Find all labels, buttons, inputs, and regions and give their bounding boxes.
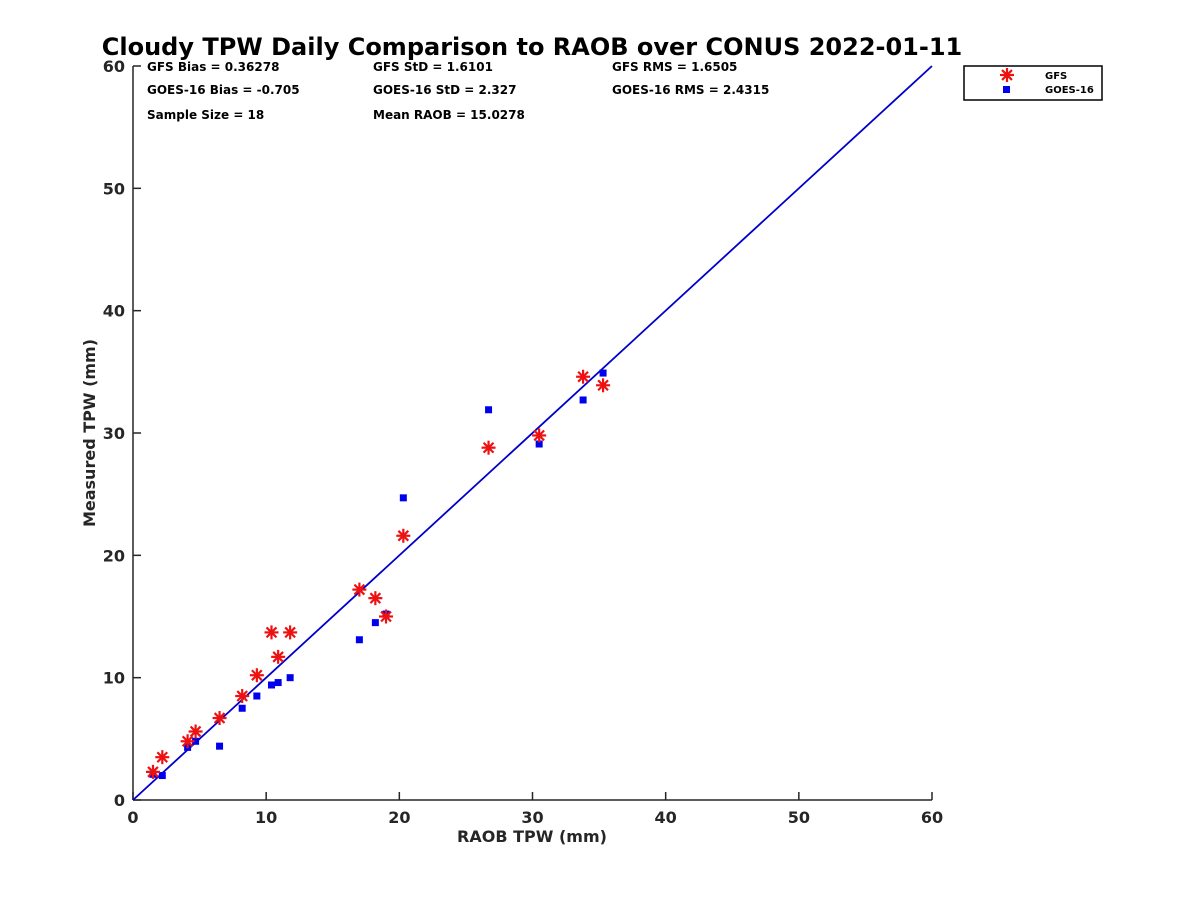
legend-gfs-label: GFS [1045, 71, 1067, 82]
goes-16-point [485, 406, 493, 414]
x-tick-label: 40 [655, 808, 677, 827]
asterisk-stroke [213, 712, 226, 724]
asterisk-stroke [272, 651, 284, 663]
asterisk-stroke [156, 751, 169, 763]
gfs-point [264, 625, 279, 640]
x-tick-label: 60 [921, 808, 943, 827]
series-gfs [145, 369, 611, 779]
goes-16-point [267, 681, 275, 689]
asterisk-stroke [284, 626, 296, 639]
gfs-point [180, 734, 195, 749]
x-tick-label: 30 [521, 808, 543, 827]
asterisk-stroke [597, 379, 609, 392]
stat-gfs-std: GFS StD = 1.6101 [373, 60, 493, 74]
asterisk-stroke [181, 735, 194, 748]
y-axis-label: Measured TPW (mm) [80, 339, 99, 527]
y-tick-label: 50 [103, 179, 125, 198]
gfs-point [396, 528, 411, 543]
gfs-point [155, 750, 170, 765]
y-tick-label: 10 [103, 669, 125, 688]
goes-16-point [158, 772, 166, 780]
goes-16-point [355, 636, 363, 644]
asterisk-stroke [1001, 69, 1013, 81]
gfs-point [212, 711, 227, 726]
asterisk-stroke [369, 592, 382, 604]
gfs-point [596, 378, 611, 393]
goes-16-point [238, 704, 246, 712]
goes-16-point [192, 737, 200, 745]
goes-16-point [371, 619, 379, 627]
asterisk-stroke [533, 429, 545, 442]
asterisk-stroke [251, 669, 263, 681]
asterisk-stroke [353, 583, 366, 596]
gfs-point [271, 649, 286, 664]
legend-gfs-marker [1000, 68, 1014, 82]
asterisk-stroke [397, 530, 410, 542]
gfs-point [283, 625, 298, 640]
goes-16-point [216, 742, 224, 750]
legend-goes-label: GOES-16 [1045, 85, 1094, 96]
x-tick-label: 50 [788, 808, 810, 827]
stat-goes-std: GOES-16 StD = 2.327 [373, 83, 516, 97]
asterisk-stroke [577, 370, 589, 383]
reference-line-group [132, 65, 933, 801]
gfs-point [249, 668, 264, 683]
one-to-one-line [132, 65, 933, 801]
asterisk-stroke [147, 766, 159, 778]
legend: GFS GOES-16 [963, 65, 1103, 101]
stat-gfs-bias: GFS Bias = 0.36278 [147, 60, 279, 74]
y-tick-label: 60 [103, 57, 125, 76]
x-tick-label: 10 [255, 808, 277, 827]
goes-16-point [399, 494, 407, 502]
asterisk-stroke [265, 626, 278, 639]
gfs-point [188, 724, 203, 739]
chart-title: Cloudy TPW Daily Comparison to RAOB over… [102, 33, 962, 61]
x-tick-label: 0 [127, 808, 138, 827]
stats-block: GFS Bias = 0.36278 GFS StD = 1.6101 GFS … [147, 60, 769, 122]
gfs-point [379, 609, 394, 624]
y-tick-label: 0 [114, 791, 125, 810]
gfs-point [481, 440, 496, 455]
gfs-point [532, 428, 547, 443]
stat-sample-size: Sample Size = 18 [147, 108, 264, 122]
axes: 0 10 20 30 40 50 60 0 10 20 30 40 50 60 [103, 57, 943, 827]
asterisk-stroke [236, 690, 248, 702]
stat-goes-bias: GOES-16 Bias = -0.705 [147, 83, 300, 97]
stat-goes-rms: GOES-16 RMS = 2.4315 [612, 83, 769, 97]
y-tick-label: 20 [103, 546, 125, 565]
y-tick-label: 40 [103, 302, 125, 321]
goes-16-point [274, 679, 282, 687]
legend-box [963, 65, 1103, 101]
goes-16-point [599, 369, 607, 377]
series-group [145, 369, 611, 780]
goes-16-point [579, 396, 587, 404]
asterisk-stroke [189, 725, 202, 738]
stat-mean-raob: Mean RAOB = 15.0278 [373, 108, 525, 122]
stat-gfs-rms: GFS RMS = 1.6505 [612, 60, 737, 74]
goes-16-point [253, 692, 261, 700]
legend-gfs-asterisk [1000, 68, 1014, 82]
goes-16-point [286, 674, 294, 682]
gfs-point [352, 582, 367, 597]
asterisk-stroke [482, 441, 495, 454]
gfs-point [368, 591, 383, 606]
gfs-point [145, 764, 160, 779]
y-tick-label: 30 [103, 424, 125, 443]
x-axis-label: RAOB TPW (mm) [457, 827, 607, 846]
asterisk-stroke [380, 610, 392, 623]
gfs-point [576, 369, 591, 384]
goes-16-point [535, 440, 543, 448]
legend-goes-marker [1003, 86, 1010, 93]
gfs-point [235, 689, 250, 704]
x-tick-label: 20 [388, 808, 410, 827]
